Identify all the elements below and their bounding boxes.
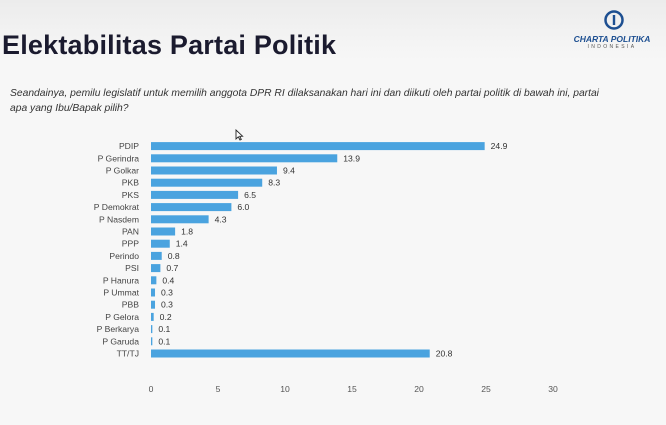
x-tick-label: 30 bbox=[548, 384, 558, 394]
data-label: 6.0 bbox=[237, 202, 249, 212]
data-label: 4.3 bbox=[215, 214, 227, 224]
bar bbox=[151, 276, 157, 285]
bar bbox=[151, 166, 277, 175]
logo-subtitle: INDONESIA bbox=[587, 44, 637, 50]
bar bbox=[151, 312, 154, 321]
category-label: PKB bbox=[122, 178, 139, 188]
mouse-pointer-icon bbox=[235, 129, 244, 141]
logo-name: CHARTA POLITIKA bbox=[573, 34, 651, 44]
data-label: 20.8 bbox=[436, 349, 453, 359]
data-label: 0.1 bbox=[158, 336, 170, 346]
category-label: PPP bbox=[122, 239, 139, 249]
x-tick-label: 5 bbox=[216, 384, 221, 394]
category-label: PKS bbox=[122, 190, 139, 200]
data-label: 6.5 bbox=[244, 190, 256, 200]
data-label: 8.3 bbox=[268, 178, 280, 188]
data-label: 1.4 bbox=[176, 239, 188, 249]
charta-politika-logo-icon bbox=[604, 10, 624, 30]
data-label: 0.4 bbox=[162, 275, 174, 285]
bar bbox=[151, 349, 430, 358]
x-tick-label: 25 bbox=[481, 384, 491, 394]
bar bbox=[151, 288, 156, 297]
x-tick-label: 15 bbox=[347, 384, 357, 394]
category-label: P Ummat bbox=[103, 288, 139, 298]
x-tick-label: 20 bbox=[414, 384, 424, 394]
category-label: PSI bbox=[125, 263, 139, 273]
bar bbox=[151, 300, 156, 309]
bar bbox=[151, 142, 485, 151]
survey-question: Seandainya, pemilu legislatif untuk memi… bbox=[10, 88, 599, 114]
category-label: P Golkar bbox=[106, 166, 139, 176]
category-label: PAN bbox=[122, 227, 139, 237]
data-label: 0.7 bbox=[166, 263, 178, 273]
bar bbox=[151, 251, 162, 260]
data-label: 0.8 bbox=[168, 251, 180, 261]
x-tick-label: 0 bbox=[149, 384, 154, 394]
category-label: P Berkarya bbox=[97, 324, 140, 334]
category-label: P Hanura bbox=[103, 275, 139, 285]
category-label: P Garuda bbox=[102, 336, 139, 346]
data-label: 0.3 bbox=[161, 288, 173, 298]
bar bbox=[151, 264, 161, 273]
bar bbox=[151, 203, 232, 212]
bar bbox=[151, 190, 239, 199]
data-label: 0.2 bbox=[160, 312, 172, 322]
data-label: 24.9 bbox=[491, 141, 508, 151]
header-background bbox=[0, 0, 666, 60]
category-label: P Gelora bbox=[105, 312, 139, 322]
x-tick-label: 10 bbox=[280, 384, 290, 394]
data-label: 13.9 bbox=[343, 153, 360, 163]
category-label: PBB bbox=[122, 300, 139, 310]
category-label: Perindo bbox=[109, 251, 139, 261]
bar bbox=[151, 178, 263, 187]
bar bbox=[151, 325, 153, 334]
page-title: Elektabilitas Partai Politik bbox=[2, 30, 337, 60]
category-label: TT/TJ bbox=[117, 349, 139, 359]
logo: CHARTA POLITIKA INDONESIA bbox=[560, 10, 664, 52]
category-label: PDIP bbox=[119, 141, 139, 151]
bar bbox=[151, 337, 153, 346]
bar bbox=[151, 215, 209, 224]
bar bbox=[151, 227, 176, 236]
data-label: 9.4 bbox=[283, 166, 295, 176]
data-label: 0.1 bbox=[158, 324, 170, 334]
bar bbox=[151, 154, 338, 163]
bar bbox=[151, 239, 170, 248]
data-label: 0.3 bbox=[161, 300, 173, 310]
data-label: 1.8 bbox=[181, 227, 193, 237]
category-label: P Demokrat bbox=[94, 202, 140, 212]
category-label: P Nasdem bbox=[99, 214, 139, 224]
category-label: P Gerindra bbox=[98, 153, 140, 163]
